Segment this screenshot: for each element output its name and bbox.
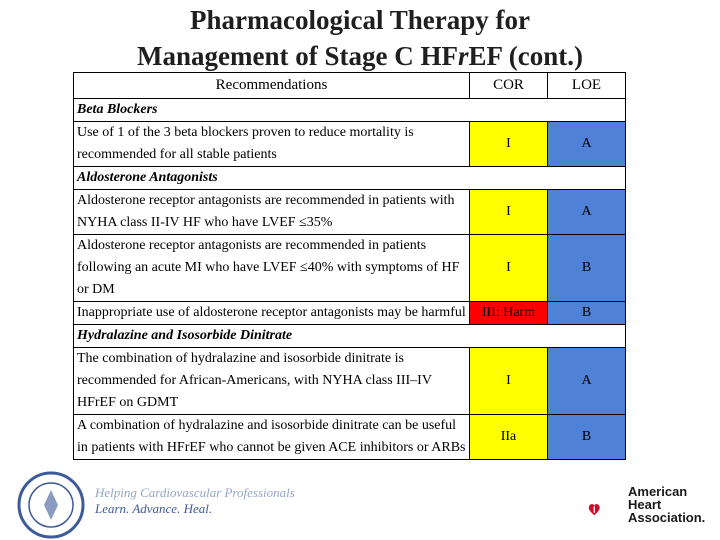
cor-cell: I [469,189,548,235]
cor-cell: I [469,121,548,167]
aha-line-3: Association. [628,510,706,525]
table-row: Use of 1 of the 3 beta blockers proven t… [73,121,626,167]
recommendation-text: Inappropriate use of aldosterone recepto… [73,301,470,325]
acc-tagline-line-1: Helping Cardiovascular Professionals [95,485,295,500]
section-row-aldosterone: Aldosterone Antagonists [73,166,626,190]
header-cor: COR [469,72,548,99]
table-row: Aldosterone receptor antagonists are rec… [73,234,626,302]
table-row: A combination of hydralazine and isosorb… [73,414,626,460]
title-line-1: Pharmacological Therapy for [190,5,530,35]
recommendation-text: Use of 1 of the 3 beta blockers proven t… [73,121,470,167]
recommendations-table: Recommendations COR LOE Beta Blockers Us… [73,72,626,460]
section-row-beta-blockers: Beta Blockers [73,98,626,122]
cor-cell: IIa [469,414,548,460]
cor-cell: I [469,347,548,415]
aha-wordmark: American Heart Association. [628,485,705,524]
title-line-2: Management of Stage C HFrEF (cont.) [0,38,720,74]
loe-cell: B [547,414,626,460]
loe-cell: A [547,189,626,235]
cor-cell: III: Harm [469,301,548,325]
section-beta-blockers: Beta Blockers [73,98,626,122]
aha-line-2: Heart [628,497,662,512]
recommendation-text: Aldosterone receptor antagonists are rec… [73,189,470,235]
recommendation-text: Aldosterone receptor antagonists are rec… [73,234,470,302]
loe-cell: B [547,301,626,325]
section-row-hydralazine: Hydralazine and Isosorbide Dinitrate [73,324,626,348]
recommendation-text: The combination of hydralazine and isoso… [73,347,470,415]
section-aldosterone-antagonists: Aldosterone Antagonists [73,166,626,190]
acc-tagline-line-2: Learn. Advance. Heal. [95,501,213,516]
loe-cell: A [547,347,626,415]
table-header-row: Recommendations COR LOE [73,72,626,99]
table-row: Inappropriate use of aldosterone recepto… [73,301,626,325]
acc-seal-logo [17,471,85,539]
header-loe: LOE [547,72,626,99]
header-recommendations: Recommendations [73,72,470,99]
title-line-2-part-a: Management of Stage C HF [137,41,458,71]
table-row: Aldosterone receptor antagonists are rec… [73,189,626,235]
aha-heart-logo [588,504,600,516]
section-hydralazine-isosorbide: Hydralazine and Isosorbide Dinitrate [73,324,626,348]
slide-title: Pharmacological Therapy for Management o… [0,2,720,74]
loe-cell: A [547,121,626,167]
aha-line-1: American [628,484,688,499]
acc-tagline: Helping Cardiovascular Professionals Lea… [95,485,295,517]
recommendation-text: A combination of hydralazine and isosorb… [73,414,470,460]
title-line-2-part-b: r [457,41,469,71]
table-row: The combination of hydralazine and isoso… [73,347,626,415]
loe-cell: B [547,234,626,302]
title-line-2-part-c: EF (cont.) [468,41,583,71]
cor-cell: I [469,234,548,302]
